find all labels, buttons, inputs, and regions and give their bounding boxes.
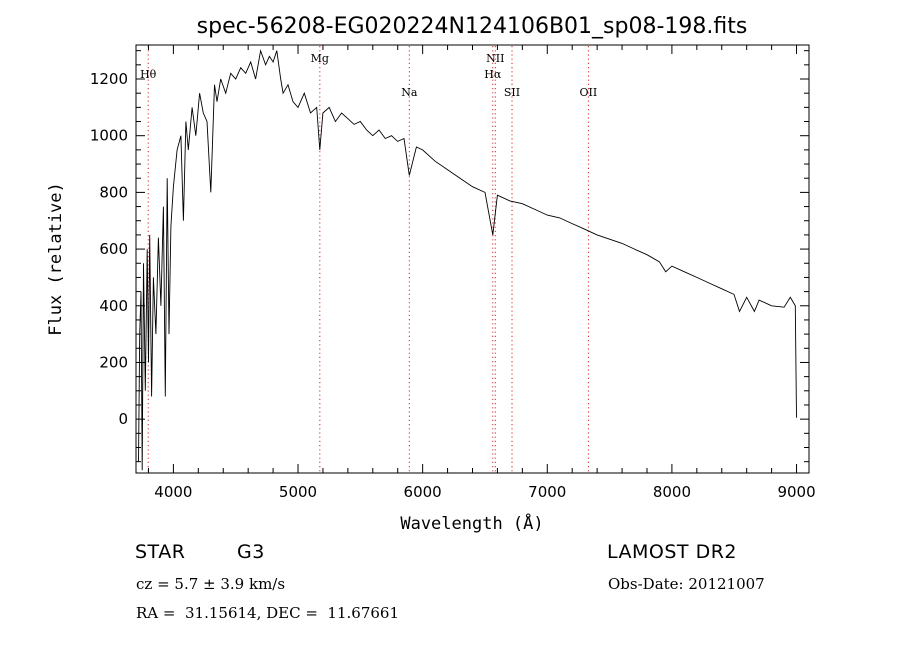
x-tick-label: 7000 (528, 483, 566, 501)
object-class: STAR (135, 541, 186, 563)
x-tick-label: 5000 (279, 483, 317, 501)
coordinates-info: RA = 31.15614, DEC = 11.67661 (136, 604, 400, 622)
x-tick-label: 8000 (653, 483, 691, 501)
annotation-label-1: Mg (311, 52, 329, 65)
annotation-label-6: OII (580, 86, 598, 99)
annotation-label-5: SII (504, 86, 520, 99)
y-axis-label: Flux (relative) (46, 182, 66, 336)
redshift-info: cz = 5.7 ± 3.9 km/s (136, 575, 286, 593)
observation-date: Obs-Date: 20121007 (608, 575, 765, 593)
y-tick-label: 400 (99, 297, 128, 315)
annotation-label-4: Hα (484, 68, 502, 81)
x-tick-label: 6000 (404, 483, 442, 501)
x-axis-label: Wavelength (Å) (400, 512, 543, 534)
survey-name: LAMOST DR2 (607, 541, 737, 563)
y-tick-label: 1000 (90, 127, 128, 145)
y-tick-label: 200 (99, 353, 128, 371)
x-tick-label: 9000 (777, 483, 815, 501)
x-tick-label: 4000 (154, 483, 192, 501)
annotation-label-3: NII (486, 52, 504, 65)
plot-frame (135, 44, 810, 474)
y-axis: 0 200 400 600 800 1000 1200 (90, 50, 809, 463)
chart-title: spec-56208-EG020224N124106B01_sp08-198.f… (197, 14, 748, 39)
y-tick-label: 800 (99, 183, 128, 201)
y-tick-label: 1200 (90, 70, 128, 88)
annotation-label-2: Na (401, 86, 418, 99)
x-axis: 4000 5000 6000 7000 8000 9000 (147, 45, 816, 501)
spectrum-line (138, 48, 797, 471)
y-tick-label: 600 (99, 240, 128, 258)
annotation-label-0: Hθ (140, 68, 157, 81)
object-subclass: G3 (237, 541, 265, 563)
y-tick-label: 0 (118, 410, 128, 428)
